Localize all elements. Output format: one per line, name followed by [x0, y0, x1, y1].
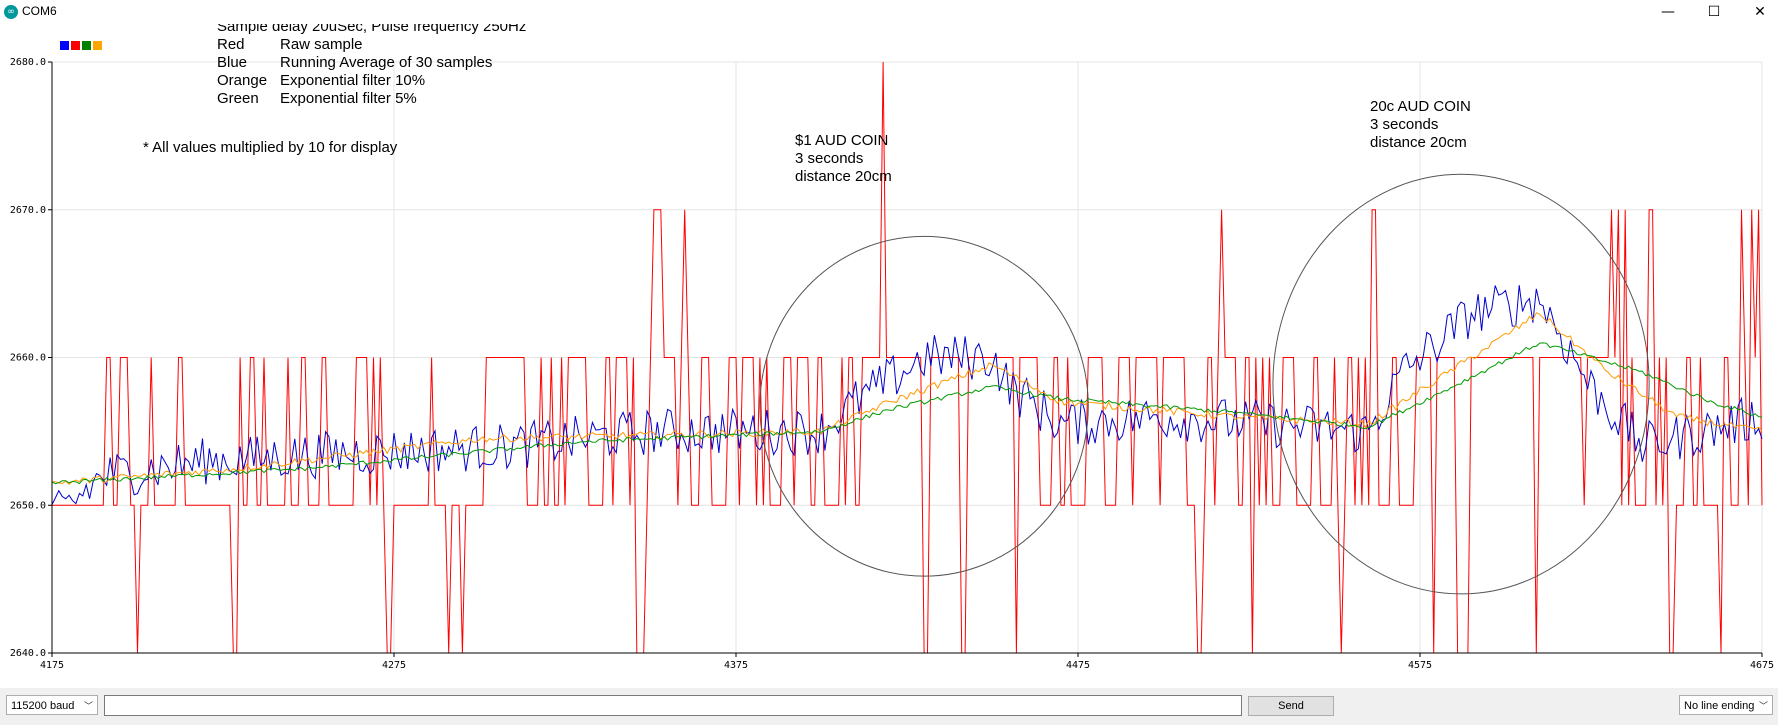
raw-sample-series	[52, 61, 1763, 654]
annotation-circles	[759, 173, 1650, 595]
line-ending-value: No line ending	[1684, 700, 1755, 712]
annotation-circle-1	[759, 235, 1089, 577]
y-tick-label: 2640.0	[10, 648, 46, 659]
y-tick-label: 2650.0	[10, 500, 46, 511]
coin1-label: distance 20cm	[795, 168, 892, 185]
coin2-label: 3 seconds	[1370, 116, 1438, 133]
send-button[interactable]: Send	[1248, 696, 1334, 716]
exp-filter-10-series	[51, 312, 1763, 485]
close-button[interactable]: ✕	[1754, 4, 1766, 20]
x-tick-label: 4575	[1408, 660, 1432, 671]
info-text: Raw sample	[280, 36, 363, 53]
x-tick-label: 4175	[40, 660, 64, 671]
info-text: Exponential filter 10%	[280, 72, 425, 89]
x-tick-label: 4675	[1750, 660, 1774, 671]
annotation-circle-2	[1272, 173, 1650, 595]
chevron-down-icon: ﹀	[83, 701, 93, 711]
info-color-label: Orange	[217, 72, 267, 89]
line-ending-select[interactable]: No line ending ﹀	[1679, 695, 1773, 715]
chevron-down-icon: ﹀	[1758, 701, 1768, 711]
exp-filter-5-line	[51, 342, 1763, 485]
title-bar: ∞ COM6 — ☐ ✕	[0, 0, 1778, 24]
info-text: Exponential filter 5%	[280, 90, 417, 107]
baud-rate-select[interactable]: 115200 baud ﹀	[6, 695, 98, 715]
info-color-label: Green	[217, 90, 259, 107]
legend-swatch-3	[93, 41, 102, 50]
coin1-label: 3 seconds	[795, 150, 863, 167]
coin1-label: $1 AUD COIN	[795, 132, 888, 149]
info-color-label: Red	[217, 36, 245, 53]
y-tick-label: 2680.0	[10, 57, 46, 68]
x-tick-label: 4275	[382, 660, 406, 671]
legend-swatch-0	[60, 41, 69, 50]
serial-input[interactable]	[104, 695, 1242, 716]
coin2-label: 20c AUD COIN	[1370, 98, 1471, 115]
x-tick-label: 4475	[1066, 660, 1090, 671]
raw-sample-line	[52, 61, 1763, 654]
plot-annotations: Sample delay 20uSec, Pulse frequency 250…	[143, 24, 1471, 185]
coin2-label: distance 20cm	[1370, 134, 1467, 151]
y-tick-label: 2670.0	[10, 205, 46, 216]
legend-swatch-2	[82, 41, 91, 50]
exp-filter-5-series	[51, 342, 1763, 485]
display-note: * All values multiplied by 10 for displa…	[143, 139, 398, 156]
x-tick-label: 4375	[724, 660, 748, 671]
maximize-button[interactable]: ☐	[1707, 4, 1721, 20]
window-title: COM6	[22, 4, 57, 18]
legend-swatches	[60, 37, 104, 50]
running-average-line	[51, 285, 1763, 505]
arduino-icon: ∞	[4, 5, 18, 19]
baud-rate-value: 115200 baud	[11, 700, 75, 712]
running-average-series	[51, 285, 1763, 505]
info-header: Sample delay 20uSec, Pulse frequency 250…	[217, 24, 526, 35]
legend-swatch-1	[71, 41, 80, 50]
info-text: Running Average of 30 samples	[280, 54, 492, 71]
info-color-label: Blue	[217, 54, 247, 71]
exp-filter-10-line	[51, 312, 1763, 485]
minimize-button[interactable]: —	[1661, 4, 1675, 20]
y-tick-label: 2660.0	[10, 353, 46, 364]
